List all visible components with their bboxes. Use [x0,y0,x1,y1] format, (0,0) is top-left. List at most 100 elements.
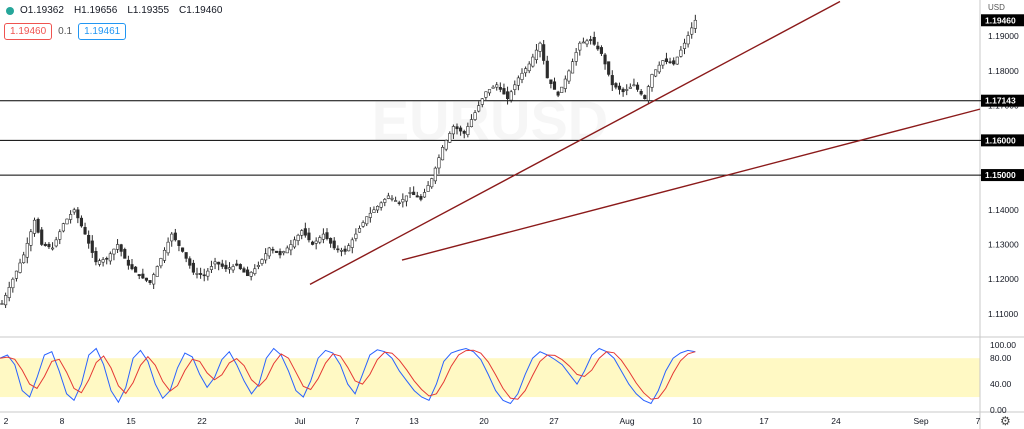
price-tick-label: 1.13000 [988,239,1019,249]
time-tick-label: 7 [976,416,981,426]
candle-body [480,98,484,105]
candle-body [69,214,73,220]
candle-body [260,259,264,264]
candle-body [354,233,358,239]
candle-body [563,78,567,89]
candle-body [625,89,629,91]
candle-body [682,42,687,49]
oscillator-tick-label: 100.00 [990,340,1016,350]
settings-gear-icon[interactable]: ⚙ [1000,414,1011,428]
candle-body [621,88,625,93]
candle-body [675,56,679,65]
time-axis[interactable]: 2 8 15 22 Jul 7 13 20 27 Aug 10 17 24 Sep 7 [4,416,981,426]
candle-body [524,68,528,74]
stochastic-d-line [0,349,696,400]
candle-body [123,249,127,259]
candle-body [339,249,344,252]
candle-body [329,237,333,244]
candle-body [599,47,604,54]
candle-body [148,280,152,283]
candle-body [58,231,62,240]
candle-body [664,58,669,62]
candle-body [570,61,575,74]
candle-body [394,200,398,202]
candles[interactable] [0,14,697,308]
candle-body [433,167,437,182]
candle-body [690,27,694,35]
candle-body [282,251,286,254]
candle-body [134,266,138,273]
candle-body [321,233,325,240]
candle-body [137,274,141,277]
candle-body [238,264,242,270]
candle-body [65,218,69,225]
candle-body [278,251,282,256]
candle-body [130,264,134,270]
candle-body [271,248,275,251]
candle-body [484,91,488,98]
candle-body [451,126,455,135]
candle-body [404,195,409,202]
candle-body [350,239,354,248]
candle-body [426,185,430,192]
candle-body [0,303,4,305]
candle-body [491,86,495,89]
candle-body [76,209,80,219]
candle-body [231,266,235,271]
candle-body [603,54,607,65]
oscillator-tick-label: 0.00 [990,405,1007,415]
candle-body [289,244,293,251]
candle-body [408,192,412,194]
candle-body [589,39,593,41]
candle-body [448,133,452,143]
price-pane[interactable] [0,0,980,336]
candle-body [390,197,394,200]
candle-body [639,90,643,95]
candle-body [592,36,596,45]
candle-body [386,195,390,199]
candle-body [300,230,304,236]
candle-body [97,260,102,265]
time-tick-label: Sep [913,416,928,426]
currency-label: USD [988,3,1005,12]
candle-body [264,253,268,261]
candle-body [296,234,300,241]
candle-body [191,262,195,273]
time-tick-label: 15 [126,416,136,426]
candle-body [54,239,58,247]
horizontal-levels[interactable]: 1.17143 1.16000 1.15000 [0,94,1024,182]
status-dot-icon [6,6,14,15]
candle-body [527,63,531,72]
current-price-value: 1.19460 [985,15,1016,25]
candle-body [217,261,221,265]
candle-body [14,270,19,279]
candle-body [32,219,37,234]
time-tick-label: 13 [409,416,419,426]
candle-body [87,234,91,244]
candle-body [170,233,174,242]
candle-body [397,202,401,204]
candle-body [477,105,481,112]
current-price-badge [981,14,1024,27]
high-value: H1.19656 [73,5,118,16]
trendline [401,108,981,261]
candle-body [90,240,94,253]
candle-body [437,157,441,169]
candle-body [668,61,672,64]
candle-body [4,295,8,306]
candle-body [375,206,380,211]
candle-body [253,268,257,274]
stochastic-oscillator[interactable] [0,347,696,405]
candle-body [513,84,517,90]
candle-body [29,231,33,246]
trendlines[interactable] [309,0,981,286]
candle-body [552,81,557,90]
candle-body [72,209,76,213]
sell-button[interactable]: 1.19460 [4,23,53,40]
buy-button[interactable]: 1.19461 [78,23,127,40]
candle-body [202,274,206,277]
candle-body [94,251,98,263]
candle-body [635,84,640,90]
candle-body [249,271,253,277]
